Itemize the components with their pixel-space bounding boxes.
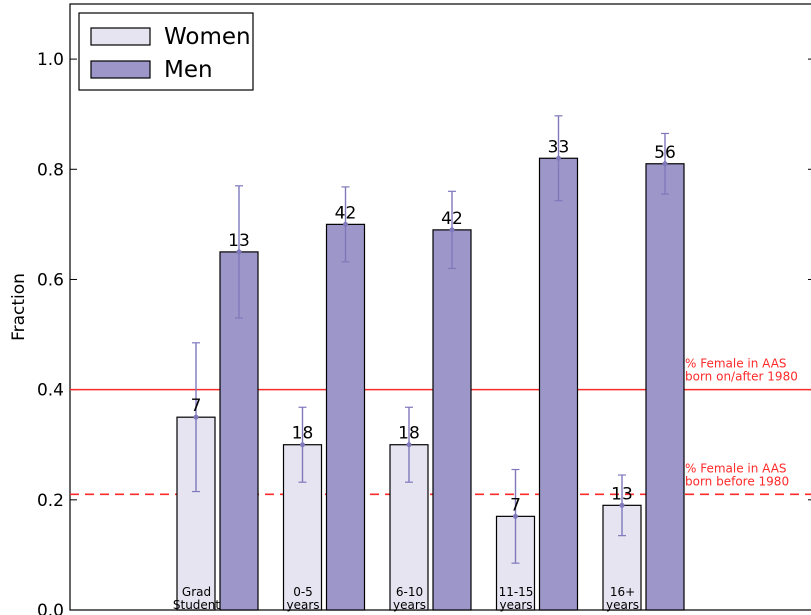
data-label: 7 bbox=[510, 495, 521, 515]
bar-men bbox=[432, 229, 472, 611]
x-category-label: years bbox=[393, 598, 426, 612]
error-point bbox=[513, 513, 518, 519]
error-point bbox=[343, 221, 348, 227]
x-category-label: Student bbox=[173, 598, 221, 612]
data-label: 42 bbox=[335, 203, 357, 223]
data-label: 33 bbox=[548, 137, 570, 157]
legend-swatch-men bbox=[90, 60, 151, 79]
y-axis: 0.0 0.2 0.4 0.6 0.8 1.0 bbox=[37, 50, 811, 615]
reference-line-label: % Female in AAS bbox=[685, 357, 787, 371]
bars: 7 13 18 42 18 42 7 33 13 56 bbox=[176, 115, 685, 611]
y-tick-label: 0.0 bbox=[37, 601, 64, 615]
data-label: 56 bbox=[654, 143, 676, 163]
bar-men bbox=[538, 157, 579, 611]
x-axis-categories: GradStudent0-5years6-10years11-15years16… bbox=[173, 585, 639, 612]
x-category-label: years bbox=[606, 598, 639, 612]
x-category-label: Grad bbox=[182, 585, 211, 599]
error-point bbox=[619, 502, 625, 508]
legend-entry-men: Men bbox=[164, 57, 213, 83]
y-tick-label: 0.2 bbox=[37, 491, 64, 511]
x-category-label: 11-15 bbox=[499, 585, 534, 599]
y-tick-label: 0.8 bbox=[37, 160, 64, 180]
bar-men bbox=[325, 223, 366, 611]
reference-line-label: born before 1980 bbox=[685, 474, 789, 488]
x-category-label: years bbox=[286, 598, 319, 612]
reference-line-label: % Female in AAS bbox=[685, 461, 787, 475]
y-tick-label: 1.0 bbox=[37, 50, 64, 70]
error-point bbox=[662, 161, 668, 167]
x-category-label: years bbox=[499, 598, 532, 612]
legend: Women Men bbox=[78, 12, 254, 91]
x-category-label: 0-5 bbox=[293, 585, 313, 599]
error-point bbox=[236, 249, 242, 255]
error-point bbox=[406, 442, 412, 448]
data-label: 42 bbox=[441, 209, 463, 229]
x-category-label: 16+ bbox=[610, 585, 635, 599]
reference-line-label: born on/after 1980 bbox=[685, 370, 798, 384]
error-point bbox=[556, 155, 561, 161]
error-point bbox=[300, 442, 305, 448]
error-point bbox=[193, 414, 199, 420]
x-category-label: 6-10 bbox=[396, 585, 423, 599]
data-label: 13 bbox=[611, 484, 633, 504]
data-label: 18 bbox=[398, 424, 420, 444]
legend-swatch-women bbox=[90, 27, 151, 46]
y-tick-label: 0.4 bbox=[37, 381, 64, 401]
legend-entry-women: Women bbox=[164, 24, 251, 50]
bar-men bbox=[645, 163, 685, 611]
data-label: 18 bbox=[292, 424, 314, 444]
y-axis-label: Fraction bbox=[9, 273, 29, 341]
error-point bbox=[449, 227, 455, 233]
data-label: 13 bbox=[228, 231, 250, 251]
data-label: 7 bbox=[191, 396, 202, 416]
y-tick-label: 0.6 bbox=[37, 270, 64, 290]
